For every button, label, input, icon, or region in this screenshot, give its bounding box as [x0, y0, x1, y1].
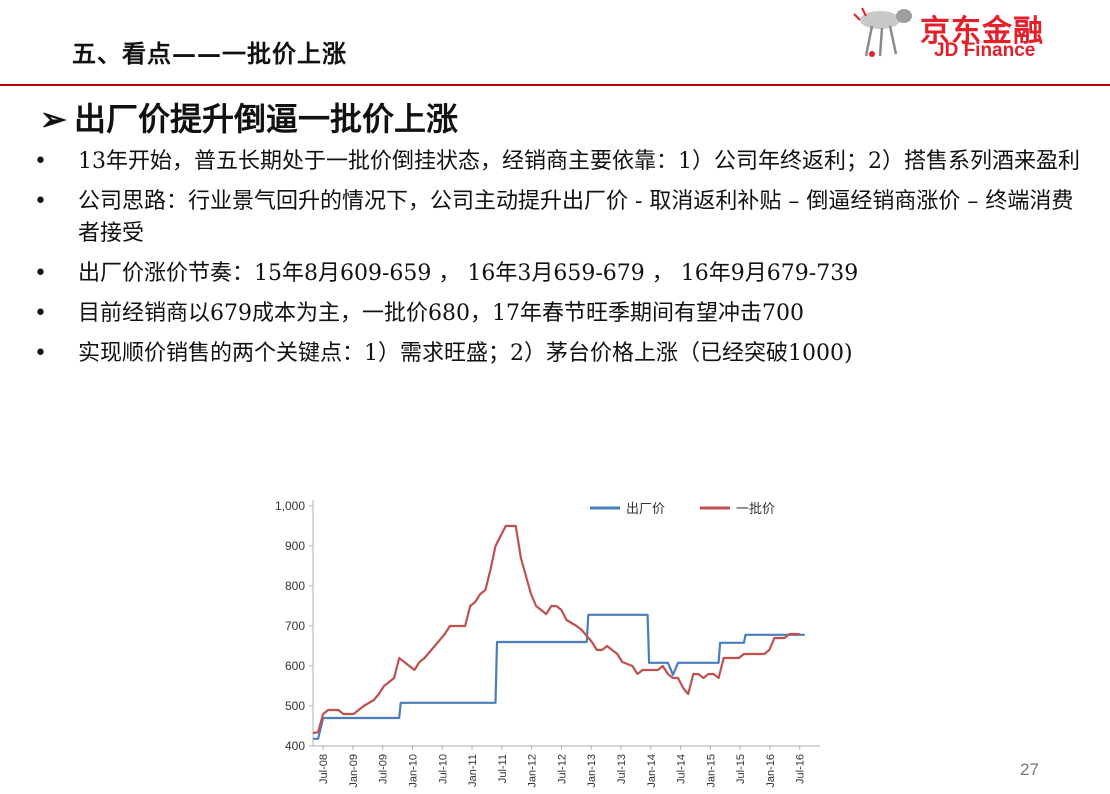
x-tick-label: Jul-15 — [735, 754, 747, 784]
list-item: • 目前经销商以679成本为主，一批价680，17年春节旺季期间有望冲击700 — [34, 298, 1084, 330]
main-heading-text: 出厂价提升倒逼一批价上涨 — [74, 100, 459, 138]
jd-dog-mascot-icon — [853, 7, 912, 57]
x-tick-label: Jan-14 — [646, 754, 658, 788]
bullet-list: • 13年开始，普五长期处于一批价倒挂状态，经销商主要依靠：1）公司年终返利；2）… — [34, 146, 1084, 378]
jd-finance-logo: 京东金融 JD Finance — [852, 6, 1082, 66]
page-title: 五、看点——一批价上涨 — [72, 39, 347, 68]
logo-text-en: JD Finance — [934, 40, 1036, 61]
legend-label: 一批价 — [736, 502, 775, 517]
x-tick-label: Jan-09 — [348, 754, 360, 788]
bullet-dot-icon: • — [34, 149, 47, 174]
list-item: • 13年开始，普五长期处于一批价倒挂状态，经销商主要依靠：1）公司年终返利；2）… — [34, 146, 1084, 178]
bullet-text: 公司思路：行业景气回升的情况下，公司主动提升出厂价 - 取消返利补贴 – 倒逼经… — [78, 189, 1074, 246]
y-tick-label: 500 — [285, 699, 305, 713]
bullet-dot-icon: • — [34, 189, 47, 214]
main-heading: ➢ 出厂价提升倒逼一批价上涨 — [40, 94, 458, 140]
x-tick-label: Jul-12 — [556, 754, 568, 784]
x-tick-label: Jul-16 — [795, 754, 807, 784]
y-tick-label: 900 — [285, 539, 305, 553]
arrow-bullet-icon: ➢ — [40, 100, 67, 138]
list-item: • 出厂价涨价节奏：15年8月609-659 ， 16年3月659-679 ， 1… — [34, 258, 1084, 290]
bullet-text: 目前经销商以679成本为主，一批价680，17年春节旺季期间有望冲击700 — [78, 301, 804, 326]
page-number: 27 — [1020, 760, 1039, 779]
bullet-dot-icon: • — [34, 341, 47, 366]
x-tick-label: Jul-11 — [497, 754, 509, 783]
x-tick-label: Jan-16 — [765, 754, 777, 788]
x-tick-label: Jan-13 — [586, 754, 598, 788]
x-tick-label: Jan-10 — [407, 754, 419, 788]
x-tick-label: Jul-13 — [616, 754, 628, 784]
x-tick-label: Jul-09 — [378, 754, 390, 784]
legend-label: 出厂价 — [626, 502, 665, 517]
y-tick-label: 400 — [285, 739, 305, 753]
series-line-wholesale-price — [312, 524, 800, 735]
x-tick-label: Jul-14 — [676, 754, 688, 784]
x-tick-label: Jan-12 — [527, 754, 539, 788]
header-divider — [0, 84, 1110, 86]
list-item: • 实现顺价销售的两个关键点：1）需求旺盛；2）茅台价格上涨（已经突破1000) — [34, 338, 1084, 370]
bullet-text: 实现顺价销售的两个关键点：1）需求旺盛；2）茅台价格上涨（已经突破1000) — [78, 341, 853, 366]
list-item: • 公司思路：行业景气回升的情况下，公司主动提升出厂价 - 取消返利补贴 – 倒逼… — [34, 186, 1084, 250]
x-tick-label: Jul-08 — [318, 754, 330, 784]
y-tick-label: 1,000 — [275, 499, 305, 513]
x-tick-label: Jul-10 — [437, 754, 449, 784]
y-tick-label: 600 — [285, 659, 305, 673]
bullet-text: 出厂价涨价节奏：15年8月609-659 ， 16年3月659-679 ， 16… — [78, 261, 859, 286]
x-tick-label: Jan-15 — [705, 754, 717, 788]
bullet-dot-icon: • — [34, 261, 47, 286]
price-line-chart: 1,000 900 800 700 600 500 400 Jul-08 Jan-09 Jul-0… — [275, 499, 820, 788]
bullet-text: 13年开始，普五长期处于一批价倒挂状态，经销商主要依靠：1）公司年终返利；2）搭… — [78, 149, 1080, 174]
series-line-factory-price — [313, 613, 805, 740]
bullet-dot-icon: • — [34, 301, 47, 326]
x-tick-label: Jan-11 — [467, 754, 479, 787]
y-tick-label: 800 — [285, 579, 305, 593]
logo-text-cn: 京东金融 — [920, 14, 1044, 49]
y-tick-label: 700 — [285, 619, 305, 633]
